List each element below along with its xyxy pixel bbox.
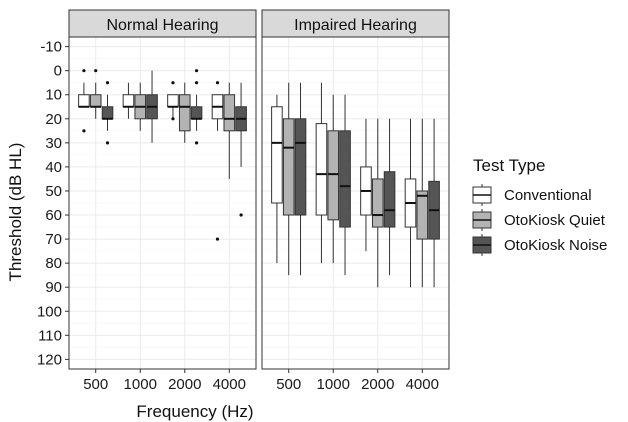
box-conventional: [211, 81, 224, 241]
box-conventional: [360, 118, 372, 252]
panel-1: Normal Hearing 500 1000 2000 4000: [68, 9, 257, 393]
panel-strip: [68, 9, 257, 38]
box-otokiosk-noise: [146, 70, 158, 143]
outlier-point: [82, 129, 86, 133]
box-otokiosk-noise: [235, 82, 247, 217]
y-tick-label: 70: [45, 231, 62, 248]
y-tick-label: 100: [37, 303, 62, 320]
x-tick-label: 500: [83, 376, 108, 393]
outlier-point: [94, 69, 98, 73]
box: [89, 94, 102, 108]
box-otokiosk-quiet: [178, 82, 191, 143]
box-otokiosk-quiet: [282, 82, 295, 276]
x-tick-label: 2000: [168, 376, 201, 393]
box: [294, 118, 307, 216]
box: [78, 94, 90, 108]
legend-item-otokiosk-noise: OtoKiosk Noise: [472, 234, 607, 256]
box-otokiosk-noise: [383, 118, 396, 276]
box-conventional: [167, 81, 179, 121]
box-otokiosk-quiet: [416, 118, 429, 288]
panel-border: [261, 36, 450, 370]
box: [178, 94, 191, 132]
box-otokiosk-noise: [294, 82, 307, 276]
box-otokiosk-quiet: [327, 94, 340, 264]
x-tick-label: 500: [276, 376, 301, 393]
y-tick-label: 90: [45, 279, 62, 296]
box: [416, 190, 429, 240]
box: [101, 106, 114, 120]
box-otokiosk-noise: [339, 94, 351, 276]
y-tick-label: 0: [54, 63, 62, 80]
box: [167, 94, 179, 108]
box-otokiosk-quiet: [89, 69, 102, 119]
y-tick-label: 20: [45, 111, 62, 128]
box-conventional: [271, 94, 283, 264]
x-tick-label: 2000: [361, 376, 394, 393]
legend-title: Test Type: [473, 156, 545, 175]
box-conventional: [315, 82, 328, 264]
x-tick-label: 1000: [317, 376, 350, 393]
x-axis-title: Frequency (Hz): [136, 402, 253, 421]
legend-label: Conventional: [504, 187, 592, 204]
legend-label: OtoKiosk Noise: [504, 237, 607, 254]
legend-label: OtoKiosk Quiet: [504, 212, 606, 229]
box-otokiosk-quiet: [223, 82, 236, 179]
box: [190, 106, 203, 120]
panel-strip: [261, 9, 450, 38]
box: [371, 178, 384, 228]
x-tick-label: 4000: [406, 376, 439, 393]
y-tick-label: 40: [45, 159, 62, 176]
outlier-point: [239, 213, 243, 217]
legend-item-conventional: Conventional: [472, 184, 592, 206]
y-axis: -10 0 10 20 30 40 50 60 70 80 90 100 110 120: [37, 39, 69, 368]
legend-items: Conventional OtoKiosk Quiet OtoKiosk Noise: [472, 184, 607, 256]
panel-strip-label: Impaired Hearing: [294, 17, 417, 34]
legend: Test Type Conventional OtoKiosk Quiet OtoK…: [472, 156, 607, 256]
outlier-point: [194, 69, 199, 73]
box-otokiosk-quiet: [134, 82, 147, 131]
box-conventional: [122, 82, 135, 119]
box: [383, 171, 396, 228]
box-conventional: [404, 118, 417, 288]
box-otokiosk-quiet: [371, 118, 384, 288]
box: [327, 130, 340, 221]
box: [122, 94, 135, 108]
outlier-point: [105, 141, 110, 145]
y-tick-label: 60: [45, 207, 62, 224]
panel-2: Impaired Hearing 500 1000 2000 4000: [261, 9, 450, 393]
outlier-point: [194, 141, 199, 145]
y-axis-title: Threshold (dB HL): [6, 143, 25, 282]
outlier-point: [105, 81, 110, 85]
outlier-point: [171, 117, 175, 121]
y-tick-label: 10: [45, 87, 62, 104]
outlier-point: [82, 69, 86, 73]
box: [282, 118, 295, 216]
panel-border: [68, 36, 257, 370]
box-conventional: [78, 69, 90, 133]
x-tick-label: 1000: [124, 376, 157, 393]
box: [223, 94, 236, 132]
box-otokiosk-noise: [190, 69, 203, 145]
y-tick-label: 110: [38, 327, 62, 344]
box-otokiosk-noise: [101, 81, 114, 145]
y-tick-label: -10: [40, 39, 62, 56]
outlier-point: [215, 81, 220, 85]
y-tick-label: 30: [45, 135, 62, 152]
outlier-point: [194, 81, 199, 85]
panel-strip-label: Normal Hearing: [106, 17, 218, 34]
y-tick-label: 120: [37, 351, 62, 368]
outlier-point: [171, 81, 175, 85]
y-tick-label: 50: [45, 183, 62, 200]
box: [339, 130, 351, 228]
box: [271, 106, 283, 204]
box-otokiosk-noise: [428, 118, 440, 288]
x-tick-label: 4000: [213, 376, 246, 393]
box: [315, 123, 328, 216]
y-tick-label: 80: [45, 255, 62, 272]
legend-item-otokiosk-quiet: OtoKiosk Quiet: [472, 209, 606, 231]
outlier-point: [215, 237, 220, 241]
